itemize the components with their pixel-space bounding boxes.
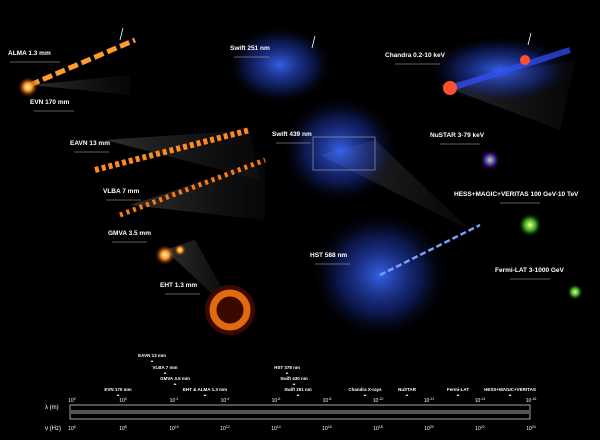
panel-label: HST 588 nm — [310, 252, 347, 259]
tick-label: 108 — [119, 425, 127, 432]
instrument-label: EAVN 13 mm — [138, 353, 166, 358]
instrument-label: Swift 251 nm — [284, 387, 312, 392]
tick-label: 10-16 — [526, 397, 537, 404]
tick-label: 1020 — [424, 425, 434, 432]
tick-label: 1018 — [373, 425, 383, 432]
panel-label: ALMA 1.3 mm — [8, 50, 51, 57]
instrument-label: NuSTAR — [398, 387, 417, 392]
tick-label: 1014 — [271, 425, 281, 432]
tick-exponent: 20 — [430, 425, 434, 429]
tick-exponent: 12 — [226, 425, 230, 429]
tick-exponent: -2 — [175, 397, 178, 401]
tick-exponent: 24 — [532, 425, 536, 429]
panel-label: HESS+MAGIC+VERITAS 100 GeV-10 TeV — [454, 191, 579, 198]
tick-label: 10-10 — [373, 397, 384, 404]
tick-base: 10 — [68, 398, 74, 404]
axis-label: λ (m) — [45, 405, 59, 411]
panel-label: GMVA 3.5 mm — [108, 230, 151, 237]
instrument-label: HST 378 nm — [274, 365, 300, 370]
tick-exponent: 14 — [277, 425, 281, 429]
instrument-label: HESS+MAGIC+VERITAS — [484, 387, 536, 392]
tick-label: 1022 — [475, 425, 485, 432]
tick-base: 10 — [119, 426, 125, 432]
tick-label: 10-8 — [323, 397, 332, 404]
tick-label: 10-6 — [272, 397, 281, 404]
tick-base: 10 — [119, 398, 125, 404]
instrument-label: Chandra X-rays — [348, 387, 382, 392]
tick-base: 10 — [220, 426, 226, 432]
panel-label: EVN 170 mm — [30, 99, 70, 106]
tick-base: 10 — [373, 398, 379, 404]
tick-base: 10 — [424, 398, 430, 404]
tick-exponent: 2 — [74, 397, 76, 401]
tick-label: 10-2 — [170, 397, 179, 404]
tick-exponent: 16 — [328, 425, 332, 429]
tick-exponent: -4 — [226, 397, 229, 401]
tick-base: 10 — [323, 398, 329, 404]
tick-label: 1012 — [220, 425, 230, 432]
tick-exponent: -14 — [480, 397, 485, 401]
tick-exponent: 8 — [125, 425, 127, 429]
tick-base: 10 — [526, 398, 532, 404]
instrument-label: EHT & ALMA 1.3 mm — [183, 387, 227, 392]
panel-label: NuSTAR 3-79 keV — [430, 132, 485, 139]
tick-label: 1024 — [526, 425, 536, 432]
tick-label: 102 — [68, 397, 76, 404]
tick-label: 10-4 — [221, 397, 230, 404]
tick-exponent: 0 — [125, 397, 127, 401]
instrument-label: EVN 170 mm — [104, 387, 131, 392]
panel-label: EAVN 13 mm — [70, 140, 110, 147]
panel-label: Swift 439 nm — [272, 131, 312, 138]
tick-base: 10 — [169, 426, 175, 432]
tick-exponent: -16 — [531, 397, 536, 401]
panel-label: EHT 1.3 mm — [160, 282, 197, 289]
tick-exponent: 18 — [379, 425, 383, 429]
instrument-label: VLBA 7 mm — [152, 365, 177, 370]
panel-label: Chandra 0.2-10 keV — [385, 52, 446, 59]
tick-label: 10-14 — [475, 397, 486, 404]
instrument-label: Fermi-LAT — [447, 387, 469, 392]
tick-exponent: -6 — [277, 397, 280, 401]
tick-base: 10 — [424, 426, 430, 432]
tick-base: 10 — [272, 398, 278, 404]
tick-base: 10 — [170, 398, 176, 404]
panel-label: VLBA 7 mm — [103, 188, 139, 195]
imagery — [18, 25, 583, 340]
tick-label: 1016 — [322, 425, 332, 432]
axis-label: ν (Hz) — [45, 426, 61, 432]
tick-exponent: -12 — [429, 397, 434, 401]
tick-exponent: 22 — [481, 425, 485, 429]
tick-exponent: 10 — [175, 425, 179, 429]
tick-label: 106 — [68, 425, 76, 432]
instrument-label: Swift 430 nm — [280, 376, 308, 381]
tick-base: 10 — [526, 426, 532, 432]
tick-base: 10 — [475, 398, 481, 404]
tick-label: 100 — [119, 397, 127, 404]
tick-base: 10 — [475, 426, 481, 432]
panel-labels: ALMA 1.3 mm EVN 170 mm EAVN 13 mm VLBA 7… — [8, 45, 579, 295]
panel-label: Fermi-LAT 3-1000 GeV — [495, 267, 565, 274]
tick-base: 10 — [322, 426, 328, 432]
tick-base: 10 — [271, 426, 277, 432]
tick-label: 1010 — [169, 425, 179, 432]
tick-base: 10 — [373, 426, 379, 432]
tick-base: 10 — [221, 398, 227, 404]
tick-base: 10 — [68, 426, 74, 432]
tick-exponent: 6 — [74, 425, 76, 429]
tick-exponent: -10 — [378, 397, 383, 401]
tick-exponent: -8 — [328, 397, 331, 401]
panel-label: Swift 251 nm — [230, 45, 270, 52]
spectrum: EAVN 13 mm VLBA 7 mm GMVA 3.5 mm EVN 170… — [45, 353, 536, 432]
instrument-label: GMVA 3.5 mm — [160, 376, 190, 381]
tick-label: 10-12 — [424, 397, 435, 404]
